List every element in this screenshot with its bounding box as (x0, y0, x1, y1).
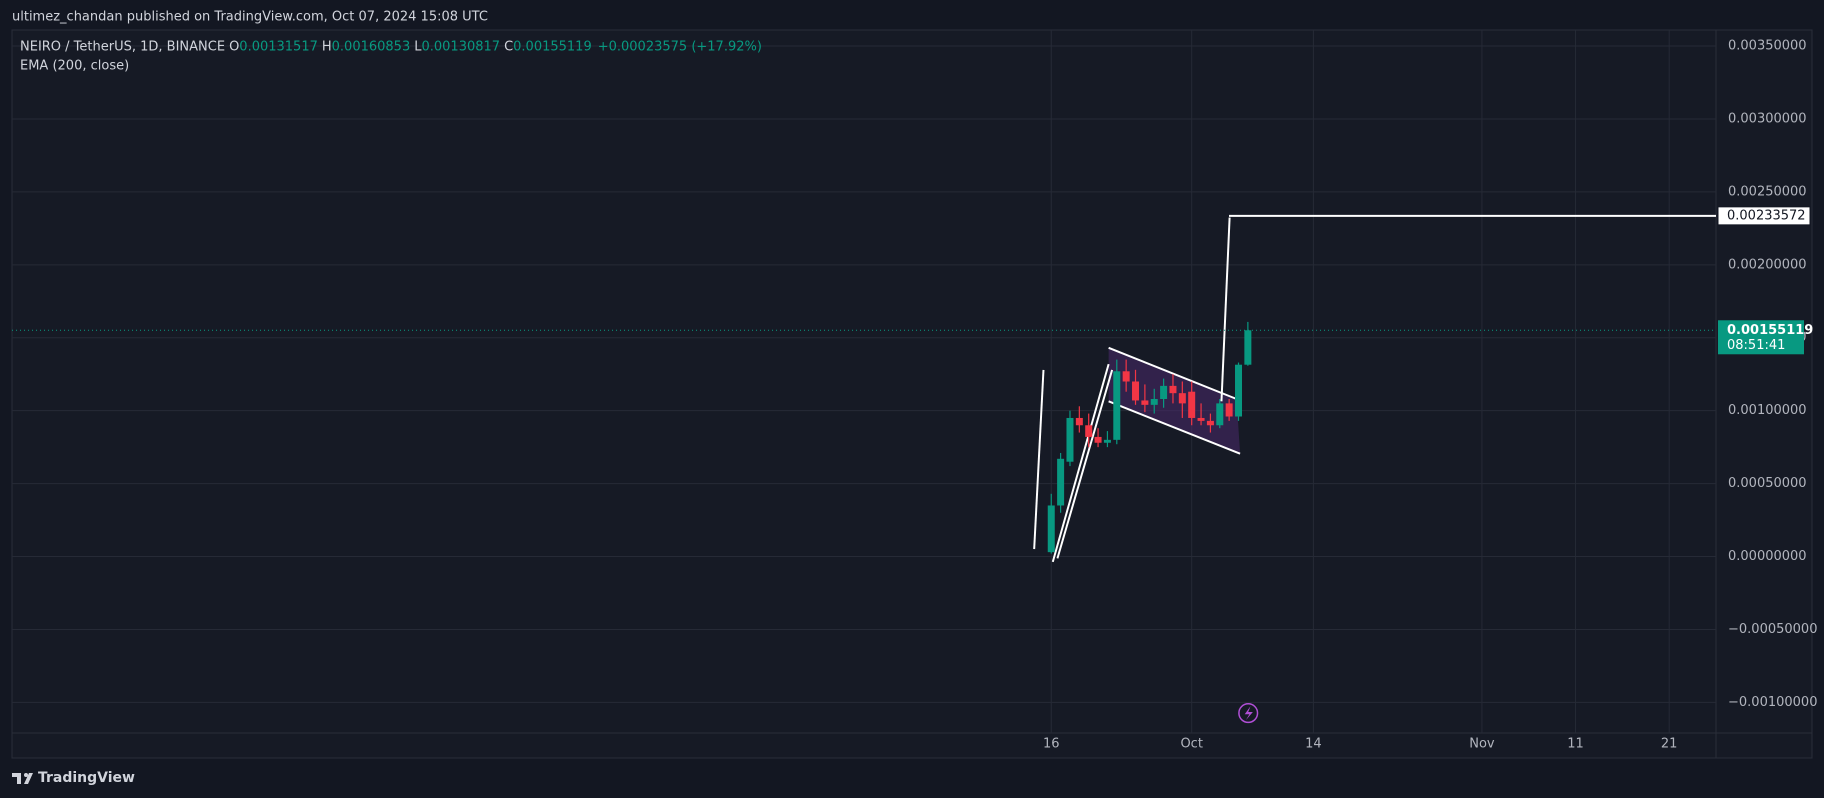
candles (1047, 321, 1252, 554)
candle-body (1188, 391, 1196, 418)
candle-body (1103, 439, 1111, 443)
y-tick-label: 0.00300000 (1728, 111, 1807, 126)
y-tick-label: 0.00050000 (1728, 476, 1807, 491)
ohlc-value: 0.00130817 (421, 40, 500, 55)
candle-body (1169, 385, 1177, 394)
y-tick-label: 0.00350000 (1728, 39, 1807, 54)
x-tick-label: 11 (1567, 737, 1584, 752)
channel-bottom (1108, 400, 1241, 455)
ohlc-letter: O (229, 40, 239, 55)
last-price-label: 0.00155119 (1727, 323, 1813, 338)
candle-body (1160, 385, 1168, 400)
event-bolt (1244, 706, 1253, 721)
candle-body (1075, 417, 1083, 426)
candle-body (1057, 458, 1065, 506)
candle-body (1216, 403, 1224, 426)
candle-body (1085, 425, 1093, 437)
indicator-label: EMA (200, close) (20, 59, 129, 74)
published-note: ultimez_chandan published on TradingView… (12, 10, 488, 25)
x-tick-label: 16 (1043, 737, 1060, 752)
ohlc-value: 0.00155119 (513, 40, 592, 55)
candle-body (1066, 417, 1074, 462)
y-tick-label: 0.00250000 (1728, 184, 1807, 199)
channel-fill (1108, 347, 1241, 454)
ohlc-letter: H (322, 40, 332, 55)
y-tick-label: −0.00100000 (1728, 695, 1817, 710)
trend-line (1051, 363, 1110, 563)
candle-body (1132, 381, 1140, 401)
price-level-label: 0.00233572 (1727, 208, 1806, 223)
y-tick-label: 0.00000000 (1728, 549, 1807, 564)
x-tick-label: Nov (1469, 737, 1495, 752)
ohlc-letter: C (504, 40, 513, 55)
ohlc-value: 0.00160853 (332, 40, 411, 55)
candle-body (1206, 420, 1214, 426)
candle-body (1047, 505, 1055, 553)
candle-body (1150, 399, 1158, 405)
countdown: 08:51:41 (1727, 338, 1785, 353)
target-line (1220, 217, 1231, 402)
x-tick-label: 21 (1661, 737, 1678, 752)
candle-body (1244, 330, 1252, 365)
price-level-box (1717, 206, 1811, 226)
candle-body (1113, 371, 1121, 440)
drawings (1033, 217, 1259, 724)
candle-body (1235, 364, 1243, 417)
y-tick-label: 0.00200000 (1728, 257, 1807, 272)
chart-panel (11, 29, 1813, 759)
ohlc-letter: L (414, 40, 422, 55)
brand-logo (12, 773, 33, 784)
brand: TradingView (38, 770, 135, 786)
y-tick-label: 0.00100000 (1728, 403, 1807, 418)
ohlc-value: 0.00131517 (239, 40, 318, 55)
grid (12, 30, 1716, 733)
candle-body (1197, 417, 1205, 421)
candle-body (1141, 400, 1149, 405)
x-tick-label: Oct (1180, 737, 1202, 752)
y-tick-label: −0.00050000 (1728, 622, 1817, 637)
trend-line (1033, 369, 1045, 550)
candle-body (1178, 393, 1186, 404)
price-change: +0.00023575 (+17.92%) (598, 40, 762, 55)
candle-body (1122, 371, 1130, 382)
last-price-box (1718, 320, 1804, 355)
candle-body (1094, 436, 1102, 443)
symbol-title: NEIRO / TetherUS, 1D, BINANCE (20, 40, 225, 55)
trend-line (1056, 369, 1114, 559)
event-icon[interactable] (1238, 703, 1259, 724)
channel-top (1108, 346, 1237, 400)
candle-body (1225, 403, 1233, 417)
logo-dot (24, 773, 28, 777)
x-tick-label: 14 (1305, 737, 1322, 752)
